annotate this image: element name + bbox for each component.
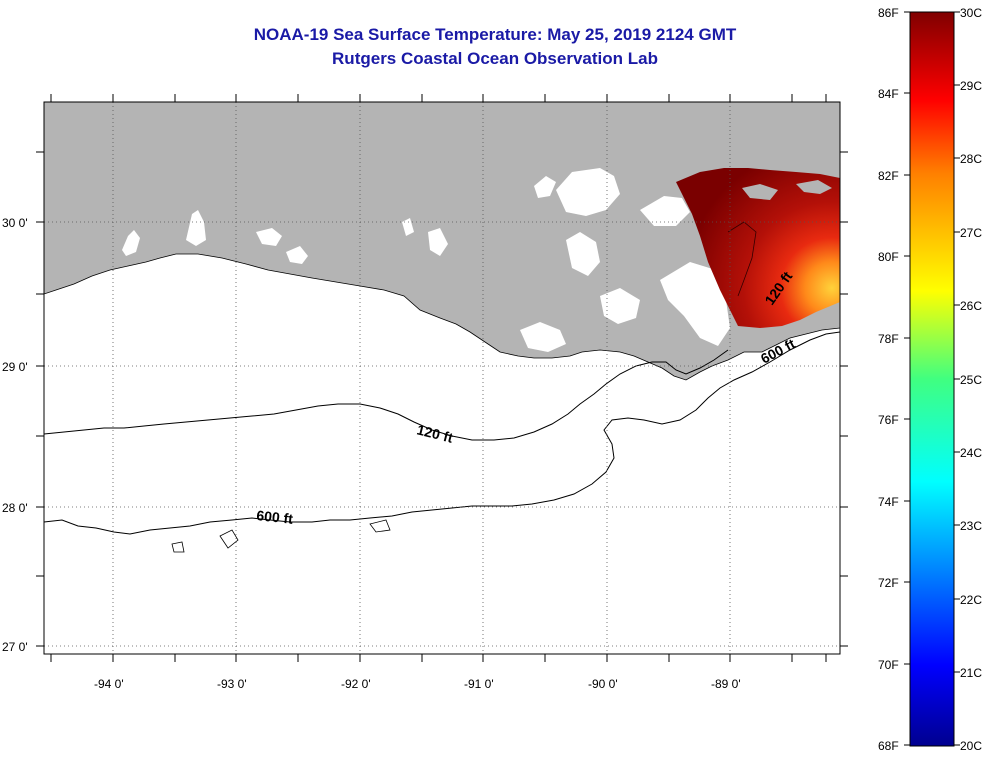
title-line-1: NOAA-19 Sea Surface Temperature: May 25,… (253, 25, 737, 44)
lat-label-29: 29 0' (2, 360, 28, 374)
colorbar-ticks (904, 11, 960, 746)
c-label-22: 22C (960, 593, 982, 607)
lat-label-27: 27 0' (2, 640, 28, 654)
terrebonne (520, 322, 566, 352)
colorbar-c-labels: 30C 29C 28C 27C 26C 25C 24C 23C 22C 21C … (960, 6, 982, 753)
c-label-27: 27C (960, 226, 982, 240)
shoal-3 (369, 519, 391, 533)
colorbar-f-labels: 86F 84F 82F 80F 78F 76F 74F 72F 70F 68F (878, 6, 899, 753)
f-label-68: 68F (878, 739, 899, 753)
marsh-2 (428, 228, 448, 256)
contour-label-600-west: 600 ft (256, 507, 294, 527)
lon-label-93: -93 0' (217, 677, 247, 691)
c-label-20: 20C (960, 739, 982, 753)
map-frame (43, 101, 841, 655)
lon-label-89: -89 0' (711, 677, 741, 691)
shoal-2 (171, 541, 185, 553)
delta-marsh (600, 288, 640, 324)
lat-label-30: 30 0' (2, 216, 28, 230)
f-label-80: 80F (878, 250, 899, 264)
delta-water (660, 262, 730, 346)
contour-120-west (44, 349, 729, 441)
c-label-26: 26C (960, 299, 982, 313)
c-label-29: 29C (960, 79, 982, 93)
lon-label-94: -94 0' (94, 677, 124, 691)
grid (44, 102, 840, 654)
f-label-84: 84F (878, 87, 899, 101)
c-label-25: 25C (960, 373, 982, 387)
f-label-74: 74F (878, 495, 899, 509)
colorbar (909, 11, 955, 747)
c-label-28: 28C (960, 152, 982, 166)
lon-label-90: -90 0' (588, 677, 618, 691)
f-label-82: 82F (878, 169, 899, 183)
f-label-70: 70F (878, 658, 899, 672)
sst-swath (676, 168, 840, 328)
swath-cloud-gap-2 (796, 180, 832, 194)
title-line-2: Rutgers Coastal Ocean Observation Lab (332, 49, 658, 68)
swath-cloud-gap (742, 184, 778, 200)
f-label-76: 76F (878, 413, 899, 427)
lake-grand (286, 246, 308, 264)
f-label-72: 72F (878, 576, 899, 590)
lake-borgne (640, 196, 690, 226)
lake-pontchartrain (556, 168, 620, 216)
c-label-24: 24C (960, 446, 982, 460)
c-label-30: 30C (960, 6, 982, 20)
marsh-1 (402, 218, 414, 236)
lat-label-28: 28 0' (2, 501, 28, 515)
ticks (36, 94, 848, 662)
f-label-78: 78F (878, 332, 899, 346)
f-label-86: 86F (878, 6, 899, 20)
c-label-23: 23C (960, 519, 982, 533)
lon-label-91: -91 0' (464, 677, 494, 691)
barataria (566, 232, 600, 276)
lake-calcasieu (122, 230, 140, 256)
lake-white (256, 228, 282, 246)
lake-maurepas (534, 176, 556, 198)
contour-600-west (44, 331, 840, 535)
contour-swath (727, 221, 757, 297)
lon-label-92: -92 0' (341, 677, 371, 691)
shoal-1 (219, 529, 239, 549)
lake-sabine (186, 210, 206, 246)
c-label-21: 21C (960, 666, 982, 680)
